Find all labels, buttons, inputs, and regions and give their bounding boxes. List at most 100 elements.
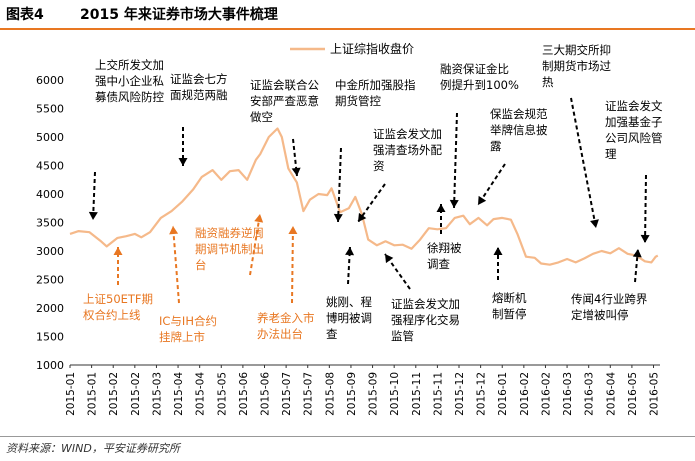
annotation-text: 定增被叫停: [571, 308, 629, 322]
annotation-arrow-head: [88, 211, 98, 220]
header-rule: [0, 28, 695, 30]
x-tick-label: 2016-03: [562, 372, 574, 416]
chart-legend: 上证综指收盘价: [290, 41, 414, 56]
y-tick-label: 3500: [36, 217, 64, 230]
x-tick-label: 2015-07: [281, 372, 293, 416]
annotation-text: 养老金入市: [257, 311, 315, 325]
x-tick-label: 2015-11: [411, 372, 423, 416]
annotation-arrow-shaft: [337, 147, 342, 223]
annotation-text: 融资融券逆周: [195, 226, 264, 240]
annotation-text: 监管: [391, 329, 414, 343]
annotation-text: 熔断机: [492, 291, 527, 305]
y-tick-label: 6000: [36, 74, 64, 87]
y-tick-label: 3000: [36, 245, 64, 258]
x-tick-label: 2016-04: [605, 372, 617, 416]
y-tick-label: 5500: [36, 103, 64, 116]
annotation-text: 三大期交所抑: [542, 43, 611, 57]
annotation-text: 制暂停: [492, 307, 527, 321]
x-tick-label: 2015-10: [389, 372, 401, 416]
annotation-arrow-head: [632, 249, 642, 258]
annotation-arrow-shaft: [477, 163, 506, 206]
annotation-arrow-head: [291, 167, 301, 176]
annotation-arrow-shaft: [453, 112, 458, 209]
x-tick-label: 2016-05: [627, 372, 639, 416]
annotation-text: 证监会发文加: [373, 127, 442, 141]
annotation-text: 台: [195, 258, 207, 272]
annotation-arrow-head: [478, 195, 487, 205]
annotation-text: 挂牌上市: [159, 330, 205, 344]
x-tick-label: 2015-03: [151, 372, 163, 416]
annotation-arrow-shaft: [644, 174, 647, 244]
x-tick-label: 2016-02: [519, 372, 531, 416]
x-tick-label: 2015-09: [346, 372, 358, 416]
annotation-text: 安部严查恶意: [250, 94, 319, 108]
annotation-text: 博明被调: [326, 311, 372, 325]
annotation-text: 资: [373, 159, 385, 173]
annotation-text: 证监会发文: [605, 99, 663, 113]
annotation-text: 调查: [427, 257, 450, 271]
y-tick-label: 1500: [36, 331, 64, 344]
annotation-text: 露: [490, 139, 502, 153]
annotation-text: 理: [605, 147, 617, 161]
annotation-text: 证监会七方: [170, 72, 228, 86]
annotation-arrow-head: [345, 247, 355, 256]
annotation-arrow-head: [178, 158, 188, 166]
source-note: 资料来源：WIND，平安证券研究所: [6, 442, 180, 455]
x-tick-label: 2015-04: [173, 372, 185, 416]
chart-annotations: 上交所发文加强中小企业私募债风险防控证监会七方面规范两融证监会联合公安部严查恶意…: [83, 43, 663, 344]
annotation-text: 期货管控: [335, 94, 381, 108]
annotation-text: 强中小企业私: [95, 74, 164, 88]
annotation-text: 姚刚、程: [326, 295, 372, 309]
x-tick-label: 2015-02: [130, 372, 142, 416]
annotation-text: 期调节机制出: [195, 242, 264, 256]
annotation-arrow-head: [254, 214, 264, 223]
annotation-text: 保监会规范: [490, 107, 548, 121]
x-tick-label: 2015-04: [195, 372, 207, 416]
x-tick-label: 2015-11: [432, 372, 444, 416]
annotation-text: 强程序化交易: [391, 313, 460, 327]
figure-header: 图表4 2015 年来证券市场大事件梳理: [0, 0, 695, 28]
annotation-text: 中金所加强股指: [335, 78, 416, 92]
annotation-text: 徐翔被: [427, 241, 462, 255]
series-line-shanghai-composite: [69, 127, 659, 266]
annotation-text: 公司风险管: [605, 131, 663, 145]
y-tick-label: 4500: [36, 160, 64, 173]
x-tick-label: 2015-08: [324, 372, 336, 416]
annotation-text: 强清查场外配: [373, 143, 442, 157]
annotation-arrow-shaft: [92, 171, 96, 221]
y-tick-label: 2500: [36, 274, 64, 287]
annotation-text: 办法出台: [257, 327, 303, 341]
annotation-text: 证监会联合公: [250, 78, 319, 92]
annotation-text: 加强基金子: [605, 115, 663, 129]
line-chart: 1000 1500 2000 2500 3000 3500 4000 4500 5000 5500…: [36, 41, 663, 416]
y-tick-label: 1000: [36, 359, 64, 372]
x-tick-label: 2015-12: [476, 372, 488, 416]
annotation-text: 证监会发文加: [391, 297, 460, 311]
annotation-arrow-shaft: [570, 97, 597, 229]
legend-label: 上证综指收盘价: [330, 41, 414, 56]
annotation-text: 做空: [250, 110, 273, 124]
annotation-text: 面规范两融: [170, 88, 228, 102]
annotation-arrow-head: [449, 199, 459, 208]
y-tick-label: 2000: [36, 302, 64, 315]
annotation-arrow-shaft: [249, 213, 261, 276]
chart-series: [69, 127, 659, 266]
chart-axes: 1000 1500 2000 2500 3000 3500 4000 4500 5000 5500…: [36, 74, 661, 416]
y-tick-label: 4000: [36, 188, 64, 201]
x-tick-label: 2016-05: [649, 372, 661, 416]
annotation-text: 制期货市场过: [542, 59, 611, 73]
x-tick-label: 2015-02: [108, 372, 120, 416]
